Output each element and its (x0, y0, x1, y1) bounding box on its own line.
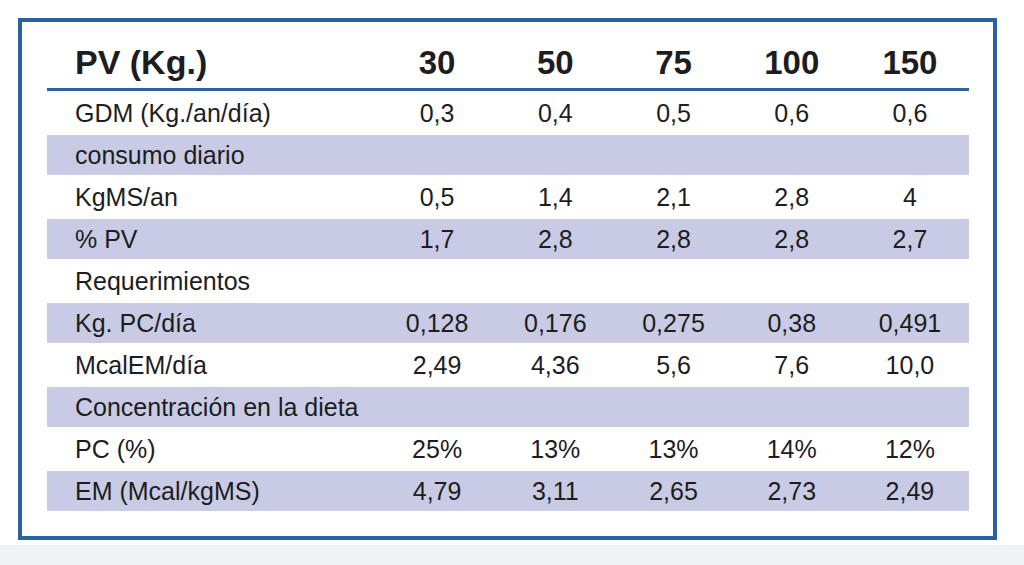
cell-value: 2,8 (733, 177, 851, 217)
cell-value: 2,8 (733, 219, 851, 259)
cell-value: 0,128 (378, 303, 496, 343)
table-header-row: PV (Kg.) 305075100150 (47, 22, 969, 88)
table-frame: PV (Kg.) 305075100150 GDM (Kg./an/día)0,… (18, 18, 997, 540)
column-header-30: 30 (378, 46, 496, 79)
cell-value: 25% (378, 429, 496, 469)
table-header-label: PV (Kg.) (47, 45, 378, 79)
cell-value: 4 (851, 177, 969, 217)
section-row: consumo diario (47, 135, 969, 175)
row-label: EM (Mcal/kgMS) (47, 471, 378, 511)
cell-value: 12% (851, 429, 969, 469)
cell-value: 0,3 (378, 93, 496, 133)
cell-value: 0,176 (496, 303, 614, 343)
cell-value: 2,65 (614, 471, 732, 511)
row-label: McalEM/día (47, 345, 378, 385)
cell-value: 2,49 (378, 345, 496, 385)
column-header-150: 150 (851, 46, 969, 79)
cell-value: 0,4 (496, 93, 614, 133)
cell-value: 5,6 (614, 345, 732, 385)
cell-value: 14% (733, 429, 851, 469)
cell-value: 2,7 (851, 219, 969, 259)
cell-value: 1,4 (496, 177, 614, 217)
column-header-100: 100 (733, 46, 851, 79)
cell-value: 13% (496, 429, 614, 469)
section-row: Concentración en la dieta (47, 387, 969, 427)
section-row: Requerimientos (47, 261, 969, 301)
table-row: Kg. PC/día0,1280,1760,2750,380,491 (47, 303, 969, 343)
cell-value: 0,491 (851, 303, 969, 343)
cell-value: 0,5 (614, 93, 732, 133)
row-label: Concentración en la dieta (47, 387, 378, 427)
table-row: GDM (Kg./an/día)0,30,40,50,60,6 (47, 93, 969, 133)
row-label: Kg. PC/día (47, 303, 378, 343)
row-label: KgMS/an (47, 177, 378, 217)
cell-value: 1,7 (378, 219, 496, 259)
cell-value: 2,73 (733, 471, 851, 511)
cell-value: 13% (614, 429, 732, 469)
cell-value: 0,275 (614, 303, 732, 343)
table-row: PC (%)25%13%13%14%12% (47, 429, 969, 469)
header-rule (47, 88, 969, 91)
column-header-75: 75 (614, 46, 732, 79)
column-header-50: 50 (496, 46, 614, 79)
table-row: McalEM/día2,494,365,67,610,0 (47, 345, 969, 385)
row-label: GDM (Kg./an/día) (47, 93, 378, 133)
table-body: GDM (Kg./an/día)0,30,40,50,60,6consumo d… (47, 93, 969, 511)
table-row: KgMS/an0,51,42,12,84 (47, 177, 969, 217)
cell-value: 2,8 (496, 219, 614, 259)
cell-value: 2,1 (614, 177, 732, 217)
table-row: EM (Mcal/kgMS)4,793,112,652,732,49 (47, 471, 969, 511)
cell-value: 4,79 (378, 471, 496, 511)
cell-value: 0,6 (851, 93, 969, 133)
table-row: % PV1,72,82,82,82,7 (47, 219, 969, 259)
cell-value: 10,0 (851, 345, 969, 385)
cell-value: 2,49 (851, 471, 969, 511)
row-label: PC (%) (47, 429, 378, 469)
cell-value: 2,8 (614, 219, 732, 259)
cell-value: 4,36 (496, 345, 614, 385)
cell-value: 3,11 (496, 471, 614, 511)
page-bottom-band (0, 545, 1024, 565)
cell-value: 0,5 (378, 177, 496, 217)
row-label: consumo diario (47, 135, 378, 175)
cell-value: 0,38 (733, 303, 851, 343)
row-label: % PV (47, 219, 378, 259)
row-label: Requerimientos (47, 261, 378, 301)
cell-value: 7,6 (733, 345, 851, 385)
cell-value: 0,6 (733, 93, 851, 133)
